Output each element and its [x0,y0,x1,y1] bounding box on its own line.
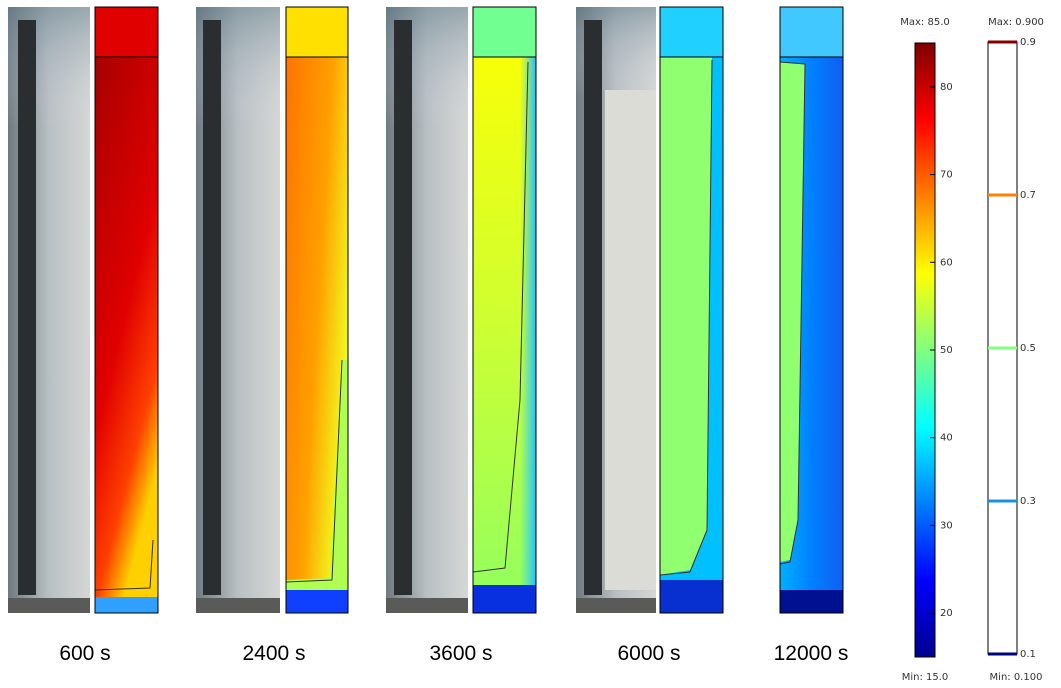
simulation [779,6,844,614]
tick-label: 0.7 [1020,190,1036,201]
time-label: 600 s [59,642,110,665]
simulations [94,6,844,614]
max-label: Max: 85.0 [900,17,950,28]
colorbar-ticks: 20 30 40 50 60 70 80 0.1 0.3 0.5 0.7 0.9 [930,37,1036,660]
tick-label: 40 [940,433,953,444]
time-label: 3600 s [429,642,492,665]
tick-label: 0.5 [1020,343,1036,354]
tick-label: 70 [940,170,953,181]
tick-label: 30 [940,520,953,531]
time-label: 2400 s [242,642,305,665]
photo [8,7,90,613]
tick-label: 0.9 [1020,37,1036,48]
min-label: Min: 15.0 [902,672,949,683]
max-label: Max: 0.900 [988,17,1044,28]
photo [386,7,468,613]
time-label: 12000 s [774,642,849,665]
photo [576,7,656,613]
tick-label: 60 [940,257,953,268]
tick-label: 50 [940,345,953,356]
photos [8,7,656,613]
tick-label: 0.1 [1020,649,1036,660]
time-label: 6000 s [617,642,680,665]
tick-label: 80 [940,82,953,93]
min-label: Min: 0.100 [990,672,1043,683]
simulation [94,6,159,614]
tick-label: 0.3 [1020,496,1036,507]
simulation [659,6,724,614]
photo [196,7,280,613]
simulation [285,6,349,614]
simulation [472,6,537,614]
tick-label: 20 [940,608,953,619]
